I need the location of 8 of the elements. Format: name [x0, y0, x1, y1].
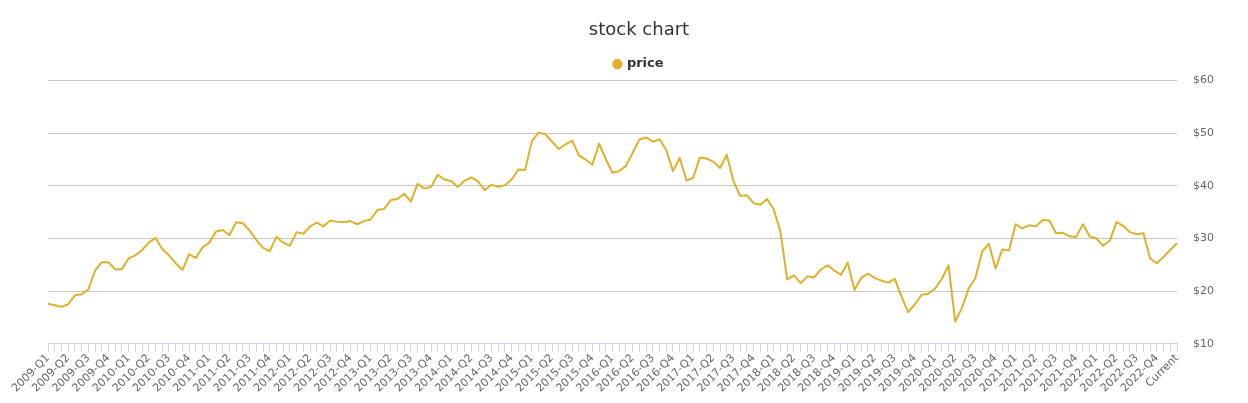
y-tick-label: $20	[1193, 283, 1214, 297]
y-tick-label: $30	[1193, 231, 1214, 245]
y-tick-label: $50	[1193, 126, 1214, 140]
chart-title: stock chart	[588, 18, 690, 40]
y-tick-label: $40	[1193, 178, 1214, 192]
legend-label: price	[626, 55, 664, 71]
y-tick-label: $60	[1193, 73, 1214, 87]
y-tick-label: $10	[1193, 336, 1214, 350]
